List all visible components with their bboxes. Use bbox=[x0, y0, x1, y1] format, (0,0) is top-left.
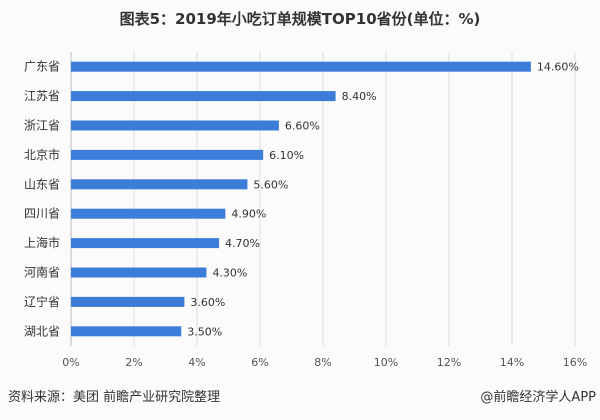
bar bbox=[71, 208, 226, 219]
data-label: 4.30% bbox=[212, 267, 247, 280]
data-label: 4.70% bbox=[225, 237, 260, 250]
y-tick-label: 浙江省 bbox=[24, 119, 60, 133]
y-tick-label: 广东省 bbox=[24, 60, 60, 74]
data-label: 8.40% bbox=[342, 90, 377, 103]
credit-note: @前瞻经济学人APP bbox=[480, 390, 596, 405]
y-tick-label: 山东省 bbox=[24, 177, 60, 191]
x-tick-label: 2% bbox=[125, 356, 142, 369]
y-tick-label: 北京市 bbox=[24, 147, 60, 162]
bar bbox=[71, 267, 207, 278]
x-tick-label: 16% bbox=[563, 356, 587, 369]
x-tick-label: 14% bbox=[500, 356, 524, 369]
y-tick-label: 湖北省 bbox=[24, 323, 60, 338]
bar bbox=[71, 120, 279, 131]
bar bbox=[71, 149, 264, 160]
data-label: 6.60% bbox=[285, 120, 320, 133]
x-tick-label: 0% bbox=[62, 356, 79, 369]
y-tick-label: 上海市 bbox=[24, 235, 60, 250]
data-label: 3.60% bbox=[190, 296, 225, 309]
source-note: 资料来源：美团 前瞻产业研究院整理 bbox=[8, 390, 221, 405]
y-tick-label: 河南省 bbox=[24, 265, 60, 280]
x-tick-label: 12% bbox=[437, 356, 461, 369]
data-label: 3.50% bbox=[187, 325, 222, 338]
bar bbox=[71, 238, 220, 249]
y-tick-label: 辽宁省 bbox=[24, 294, 60, 309]
y-tick-label: 江苏省 bbox=[24, 89, 60, 103]
x-tick-label: 10% bbox=[374, 356, 398, 369]
x-tick-label: 6% bbox=[251, 356, 268, 369]
x-tick-label: 4% bbox=[188, 356, 205, 369]
bar-chart: 0% 2% 4% 6% 8% 10% 12% 14% 16% 广东省 14.60% 江苏省 8.40% 浙… bbox=[24, 52, 587, 369]
y-tick-label: 四川省 bbox=[24, 207, 60, 221]
bar bbox=[71, 91, 336, 102]
bar bbox=[71, 61, 531, 72]
data-label: 14.60% bbox=[537, 61, 579, 74]
bar bbox=[71, 296, 185, 307]
data-label: 6.10% bbox=[269, 149, 304, 162]
bar bbox=[71, 179, 248, 190]
chart-title: 图表5：2019年小吃订单规模TOP10省份(单位：%) bbox=[119, 10, 481, 28]
x-tick-label: 8% bbox=[314, 356, 331, 369]
bar bbox=[71, 326, 182, 337]
data-label: 4.90% bbox=[231, 208, 266, 221]
data-label: 5.60% bbox=[253, 178, 288, 191]
